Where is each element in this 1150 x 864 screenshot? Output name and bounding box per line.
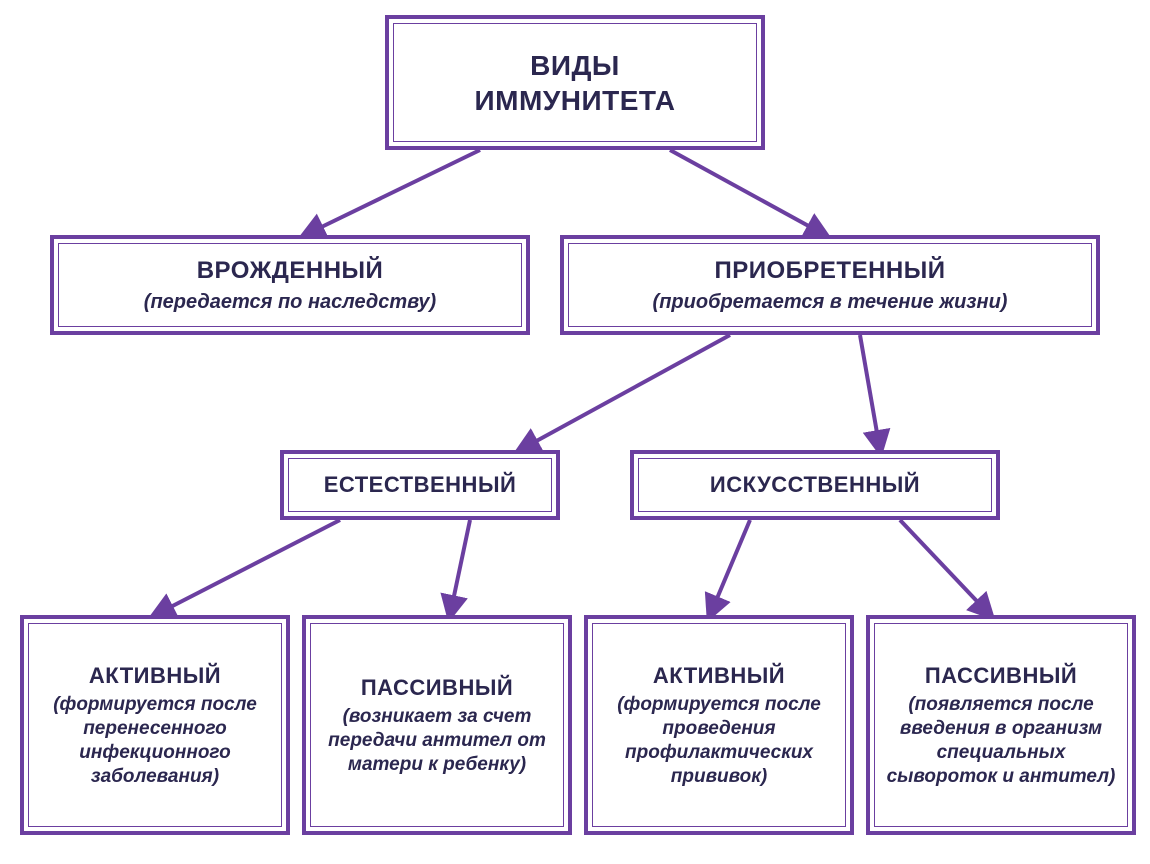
node-inner: ПАССИВНЫЙ (появляется после введения в ор… xyxy=(874,623,1128,827)
node-title: ЕСТЕСТВЕННЫЙ xyxy=(324,471,517,499)
node-subtitle: (приобретается в течение жизни) xyxy=(653,290,1008,315)
node-title: ПАССИВНЫЙ xyxy=(925,662,1077,690)
node-acq: ПРИОБРЕТЕННЫЙ (приобретается в течение жи… xyxy=(560,235,1100,335)
edge-root-to-acq xyxy=(670,150,825,235)
edge-artif-to-art_act xyxy=(710,520,750,615)
edge-acq-to-natural xyxy=(520,335,730,450)
node-subtitle: (появляется после введения в организм сп… xyxy=(885,693,1117,788)
node-art_act: АКТИВНЫЙ (формируется после проведения пр… xyxy=(584,615,854,835)
node-title: ПАССИВНЫЙ xyxy=(361,674,513,702)
node-inner: ИСКУССТВЕННЫЙ xyxy=(638,458,992,512)
node-art_pas: ПАССИВНЫЙ (появляется после введения в ор… xyxy=(866,615,1136,835)
node-inner: ВРОЖДЕННЫЙ (передается по наследству) xyxy=(58,243,522,327)
node-subtitle: (формируется после проведения профилакти… xyxy=(603,693,835,788)
node-inner: АКТИВНЫЙ (формируется после проведения пр… xyxy=(592,623,846,827)
edge-root-to-innate xyxy=(305,150,480,235)
node-title: ПРИОБРЕТЕННЫЙ xyxy=(714,256,945,286)
node-inner: ВИДЫИММУНИТЕТА xyxy=(393,23,757,142)
node-subtitle: (передается по наследству) xyxy=(144,290,436,315)
node-artif: ИСКУССТВЕННЫЙ xyxy=(630,450,1000,520)
node-title: ИСКУССТВЕННЫЙ xyxy=(710,471,920,499)
edge-natural-to-nat_act xyxy=(155,520,340,615)
node-innate: ВРОЖДЕННЫЙ (передается по наследству) xyxy=(50,235,530,335)
node-nat_pas: ПАССИВНЫЙ (возникает за счет передачи ант… xyxy=(302,615,572,835)
edge-artif-to-art_pas xyxy=(900,520,990,615)
node-root: ВИДЫИММУНИТЕТА xyxy=(385,15,765,150)
edge-natural-to-nat_pas xyxy=(450,520,470,615)
node-nat_act: АКТИВНЫЙ (формируется после перенесенного… xyxy=(20,615,290,835)
node-natural: ЕСТЕСТВЕННЫЙ xyxy=(280,450,560,520)
node-inner: ЕСТЕСТВЕННЫЙ xyxy=(288,458,552,512)
node-title: ВИДЫИММУНИТЕТА xyxy=(475,48,676,118)
node-inner: ПАССИВНЫЙ (возникает за счет передачи ант… xyxy=(310,623,564,827)
node-inner: АКТИВНЫЙ (формируется после перенесенного… xyxy=(28,623,282,827)
node-inner: ПРИОБРЕТЕННЫЙ (приобретается в течение жи… xyxy=(568,243,1092,327)
diagram-canvas: ВИДЫИММУНИТЕТА ВРОЖДЕННЫЙ (передается по н… xyxy=(0,0,1150,864)
edge-acq-to-artif xyxy=(860,335,880,450)
node-title: АКТИВНЫЙ xyxy=(653,662,785,690)
node-title: ВРОЖДЕННЫЙ xyxy=(197,256,384,286)
node-subtitle: (формируется после перенесенного инфекци… xyxy=(39,693,271,788)
node-subtitle: (возникает за счет передачи антител от м… xyxy=(321,705,553,776)
node-title: АКТИВНЫЙ xyxy=(89,662,221,690)
